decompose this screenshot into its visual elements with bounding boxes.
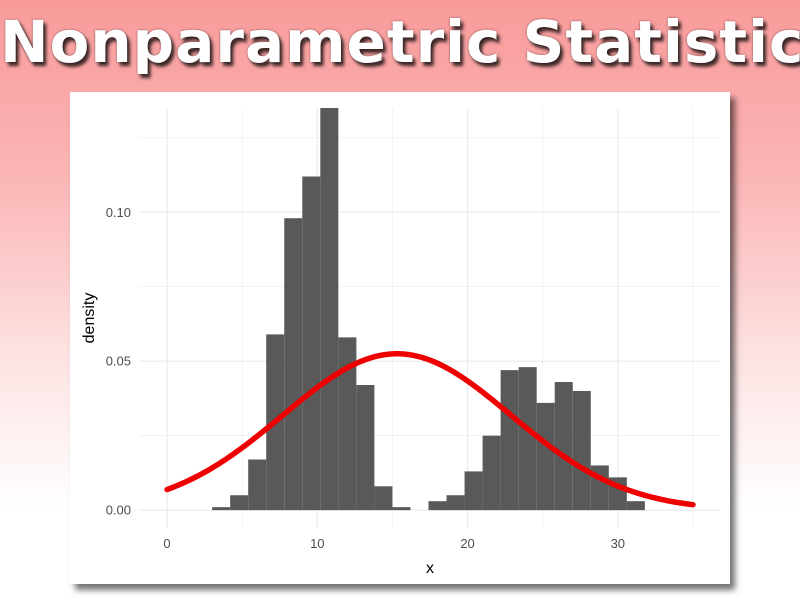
histogram-bar <box>500 370 519 511</box>
grid <box>140 108 720 528</box>
x-tick-label: 10 <box>310 536 324 551</box>
histogram-bar <box>464 471 483 511</box>
histogram-bar <box>248 459 267 511</box>
tick-labels: 0 10 20 30 0.00 0.05 0.10 <box>106 205 625 551</box>
histogram-bar <box>428 501 447 511</box>
histogram-bar <box>392 507 411 511</box>
histogram-bar <box>212 507 231 511</box>
x-tick-label: 20 <box>460 536 474 551</box>
histogram-bar <box>572 390 591 511</box>
histogram-bar <box>626 501 645 511</box>
x-tick-label: 30 <box>611 536 625 551</box>
chart-panel: 0 10 20 30 0.00 0.05 0.10 x density <box>70 92 730 584</box>
normal-density-curve <box>164 351 696 508</box>
histogram-bar <box>446 495 465 511</box>
y-tick-label: 0.00 <box>106 503 131 518</box>
histogram-bar <box>338 337 357 511</box>
histogram-bar <box>554 382 573 511</box>
histogram-bar <box>302 176 321 511</box>
histogram-bar <box>482 435 501 511</box>
histogram-bar <box>230 495 249 511</box>
histogram-bars <box>212 108 645 511</box>
histogram-bar <box>518 367 537 511</box>
histogram-chart: 0 10 20 30 0.00 0.05 0.10 x density <box>81 108 720 577</box>
density-curve-layer <box>164 351 696 508</box>
histogram-bar <box>284 218 303 511</box>
histogram-bar <box>374 486 393 511</box>
y-tick-label: 0.10 <box>106 205 131 220</box>
histogram-bar <box>536 402 555 511</box>
slide-title: Nonparametric Statistics <box>0 8 800 76</box>
y-tick-label: 0.05 <box>106 354 131 369</box>
histogram-bar <box>356 385 375 511</box>
x-axis-title: x <box>426 560 434 577</box>
x-tick-label: 0 <box>163 536 170 551</box>
histogram-bar <box>320 108 339 511</box>
y-axis-title: density <box>81 293 98 344</box>
